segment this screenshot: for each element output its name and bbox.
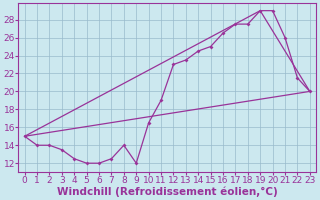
X-axis label: Windchill (Refroidissement éolien,°C): Windchill (Refroidissement éolien,°C)	[57, 186, 278, 197]
